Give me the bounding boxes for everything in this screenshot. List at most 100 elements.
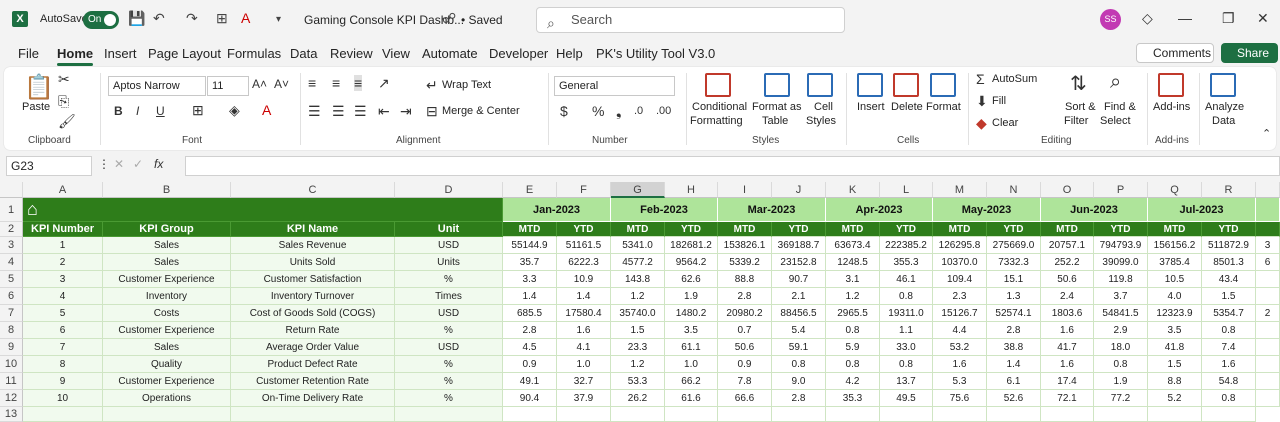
row-header-8[interactable]: 8	[0, 322, 23, 339]
table-cell[interactable]: 511872.9	[1202, 237, 1256, 254]
table-cell[interactable]: 8	[23, 356, 103, 373]
orientation-icon[interactable]: ↗	[378, 75, 390, 91]
table-cell[interactable]: 355.3	[880, 254, 933, 271]
table-cell[interactable]: 6	[23, 322, 103, 339]
table-cell[interactable]: 2.3	[933, 288, 987, 305]
table-cell[interactable]: 10	[23, 390, 103, 407]
align-center-icon[interactable]: ☰	[332, 103, 345, 119]
table-cell[interactable]: 77.2	[1094, 390, 1148, 407]
table-cell[interactable]: 17.4	[1041, 373, 1094, 390]
conditional-formatting-label-1[interactable]: Conditional	[692, 101, 748, 113]
table-cell[interactable]: 0.8	[1202, 322, 1256, 339]
top-align-icon[interactable]: ≡	[308, 75, 317, 91]
table-cell[interactable]: 50.6	[1041, 271, 1094, 288]
table-cell[interactable]: 1.0	[665, 356, 718, 373]
merge-center-label[interactable]: Merge & Center	[442, 105, 520, 117]
table-cell[interactable]	[503, 407, 557, 422]
table-cell[interactable]: 52574.1	[987, 305, 1041, 322]
table-cell[interactable]: 5	[23, 305, 103, 322]
autosum-icon[interactable]: Σ	[976, 71, 985, 87]
bold-icon[interactable]: B	[114, 104, 123, 118]
table-cell[interactable]: 9.0	[772, 373, 826, 390]
table-cell[interactable]: 2.8	[718, 288, 772, 305]
table-cell[interactable]: 72.1	[1041, 390, 1094, 407]
table-cell[interactable]: 0.8	[880, 288, 933, 305]
row-header-2[interactable]: 2	[0, 222, 23, 237]
column-header-i[interactable]: I	[718, 182, 772, 198]
table-cell[interactable]: 685.5	[503, 305, 557, 322]
table-cell[interactable]: %	[395, 271, 503, 288]
row-header-6[interactable]: 6	[0, 288, 23, 305]
sort-filter-icon[interactable]: ⇅	[1070, 73, 1087, 95]
close-icon[interactable]: ✕	[1257, 10, 1269, 26]
column-header-overflow[interactable]	[1256, 182, 1280, 198]
table-cell[interactable]: 66.6	[718, 390, 772, 407]
table-cell[interactable]: 1.4	[503, 288, 557, 305]
table-cell[interactable]: Customer Experience	[103, 322, 231, 339]
document-title[interactable]: Gaming Console KPI Dashb...	[304, 13, 465, 27]
table-cell[interactable]: 2965.5	[826, 305, 880, 322]
table-cell[interactable]: 61.6	[665, 390, 718, 407]
table-cell[interactable]: Units Sold	[231, 254, 395, 271]
table-cell[interactable]: 1.4	[987, 356, 1041, 373]
format-as-table-label-1[interactable]: Format as	[752, 101, 802, 113]
table-cell[interactable]: %	[395, 373, 503, 390]
table-cell[interactable]: 1.9	[665, 288, 718, 305]
table-cell[interactable]: 4.5	[503, 339, 557, 356]
table-cell[interactable]: 4	[23, 288, 103, 305]
tab-file[interactable]: File	[18, 46, 39, 61]
column-header-d[interactable]: D	[395, 182, 503, 198]
table-cell[interactable]: 4.4	[933, 322, 987, 339]
comments-button[interactable]: Comments	[1136, 43, 1214, 63]
find-select-label-1[interactable]: Find &	[1104, 101, 1136, 113]
column-header-g[interactable]: G	[611, 182, 665, 198]
search-box[interactable]: ⌕ Search	[536, 7, 845, 33]
cut-icon[interactable]: ✂	[58, 71, 70, 87]
insert-label[interactable]: Insert	[857, 101, 885, 113]
excel-logo-icon[interactable]: X	[12, 11, 28, 27]
table-cell[interactable]: 109.4	[933, 271, 987, 288]
row-header-1[interactable]: 1	[0, 198, 23, 222]
table-cell[interactable]: 20980.2	[718, 305, 772, 322]
table-cell[interactable]: 61.1	[665, 339, 718, 356]
table-cell[interactable]: 6222.3	[557, 254, 611, 271]
row-header-7[interactable]: 7	[0, 305, 23, 322]
autosum-label[interactable]: AutoSum	[992, 73, 1038, 85]
table-cell[interactable]: Sales	[103, 237, 231, 254]
table-cell[interactable]: Times	[395, 288, 503, 305]
conditional-formatting-label-2[interactable]: Formatting	[690, 115, 743, 127]
table-cell[interactable]: 369188.7	[772, 237, 826, 254]
decrease-indent-icon[interactable]: ⇤	[378, 103, 390, 119]
undo-icon[interactable]: ↶	[153, 10, 165, 26]
table-cell[interactable]: Sales Revenue	[231, 237, 395, 254]
table-cell[interactable]: 8.8	[1148, 373, 1202, 390]
table-cell[interactable]: 3785.4	[1148, 254, 1202, 271]
table-cell[interactable]: 41.8	[1148, 339, 1202, 356]
tab-automate[interactable]: Automate	[422, 46, 478, 61]
bottom-align-icon[interactable]: ≡	[354, 75, 363, 91]
table-cell[interactable]: 12323.9	[1148, 305, 1202, 322]
borders-icon[interactable]: ⊞	[192, 102, 204, 118]
table-cell[interactable]: 17580.4	[557, 305, 611, 322]
table-cell[interactable]: 7332.3	[987, 254, 1041, 271]
table-cell[interactable]: Sales	[103, 254, 231, 271]
table-cell[interactable]	[395, 407, 503, 422]
table-cell[interactable]: 7.4	[1202, 339, 1256, 356]
table-cell[interactable]: 3.5	[665, 322, 718, 339]
table-cell[interactable]: 4577.2	[611, 254, 665, 271]
table-cell[interactable]: 41.7	[1041, 339, 1094, 356]
insert-function-icon[interactable]: fx	[154, 157, 164, 171]
table-cell[interactable]: 20757.1	[1041, 237, 1094, 254]
table-cell[interactable]: 75.6	[933, 390, 987, 407]
table-cell[interactable]: Return Rate	[231, 322, 395, 339]
column-header-a[interactable]: A	[23, 182, 103, 198]
table-cell[interactable]: 23.3	[611, 339, 665, 356]
tab-insert[interactable]: Insert	[104, 46, 137, 61]
table-cell[interactable]: 1.5	[611, 322, 665, 339]
increase-decimal-icon[interactable]: .0	[634, 105, 644, 117]
column-header-l[interactable]: L	[880, 182, 933, 198]
select-all-corner[interactable]	[0, 182, 23, 198]
table-cell-overflow[interactable]: 3	[1256, 237, 1280, 254]
table-cell[interactable]	[231, 407, 395, 422]
percent-icon[interactable]: %	[592, 103, 605, 119]
